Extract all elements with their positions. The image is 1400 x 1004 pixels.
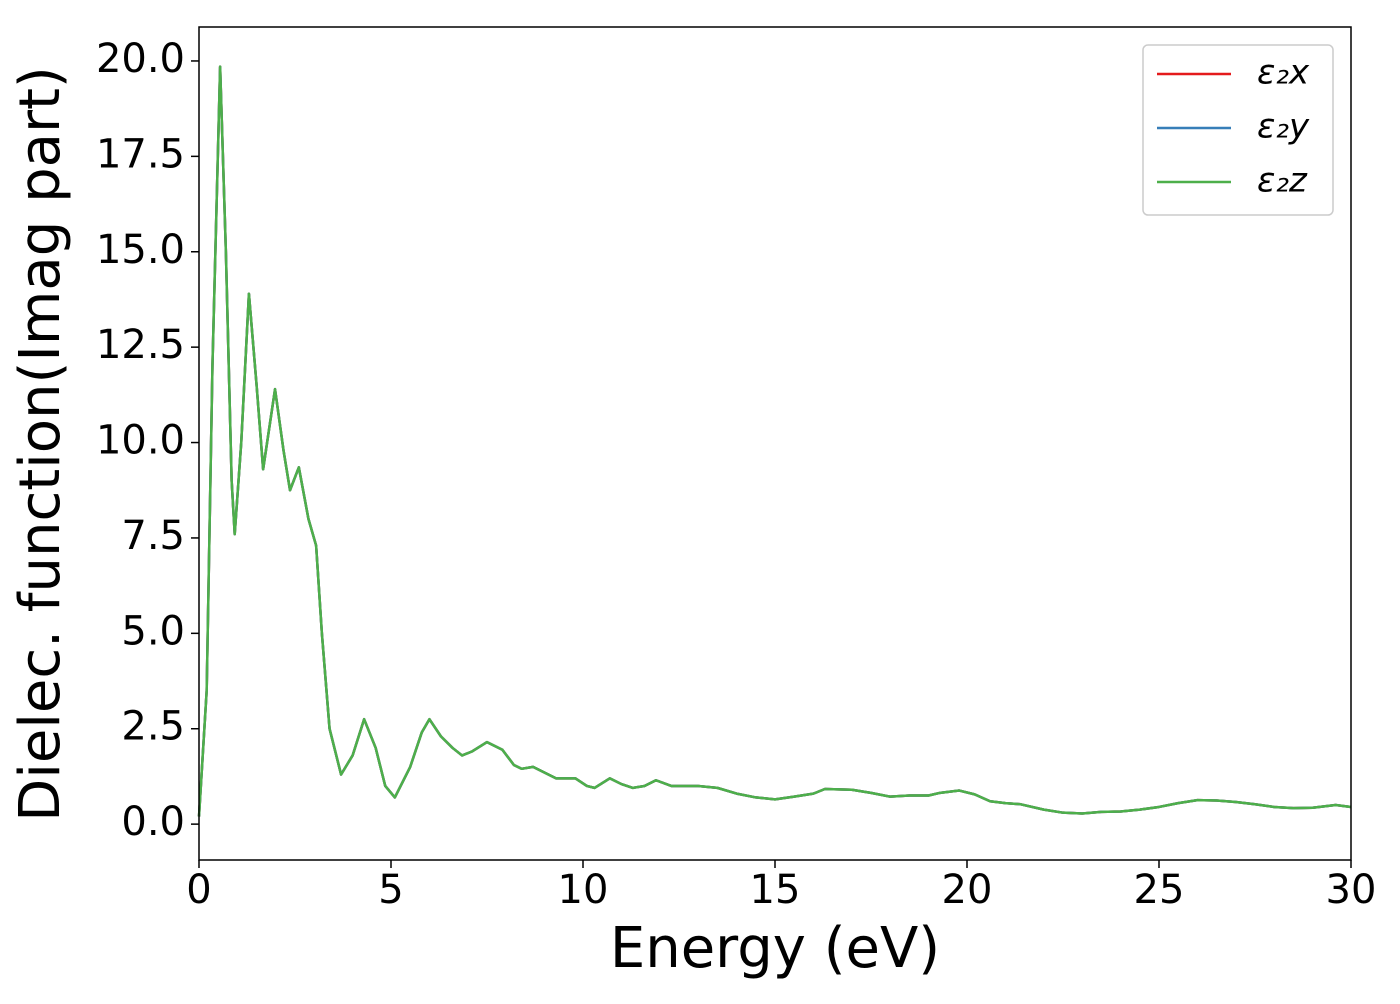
legend-label: ε₂x bbox=[1257, 53, 1310, 93]
x-tick-label: 0 bbox=[186, 867, 211, 913]
x-tick-label: 15 bbox=[750, 867, 801, 913]
x-tick-label: 10 bbox=[558, 867, 609, 913]
x-tick-label: 20 bbox=[942, 867, 993, 913]
plot-frame bbox=[198, 26, 1352, 861]
y-tick-label: 2.5 bbox=[121, 704, 185, 750]
legend-label: ε₂y bbox=[1257, 107, 1310, 147]
y-tick-label: 0.0 bbox=[121, 799, 185, 845]
legend-box bbox=[1142, 44, 1334, 216]
x-tick-label: 30 bbox=[1326, 867, 1377, 913]
y-tick-label: 5.0 bbox=[121, 608, 185, 654]
data-line bbox=[197, 65, 1352, 817]
y-tick-label: 7.5 bbox=[121, 513, 185, 559]
y-tick-label: 17.5 bbox=[96, 131, 185, 177]
y-tick-label: 10.0 bbox=[96, 418, 185, 464]
y-tick-label: 15.0 bbox=[96, 227, 185, 273]
x-tick-label: 5 bbox=[378, 867, 403, 913]
legend-label: ε₂z bbox=[1257, 161, 1308, 201]
x-tick-label: 25 bbox=[1134, 867, 1185, 913]
y-axis-label: Dielec. function(Imag part) bbox=[8, 66, 73, 822]
x-axis-label: Energy (eV) bbox=[610, 916, 940, 981]
y-tick-label: 20.0 bbox=[96, 36, 185, 82]
y-tick-label: 12.5 bbox=[96, 322, 185, 368]
